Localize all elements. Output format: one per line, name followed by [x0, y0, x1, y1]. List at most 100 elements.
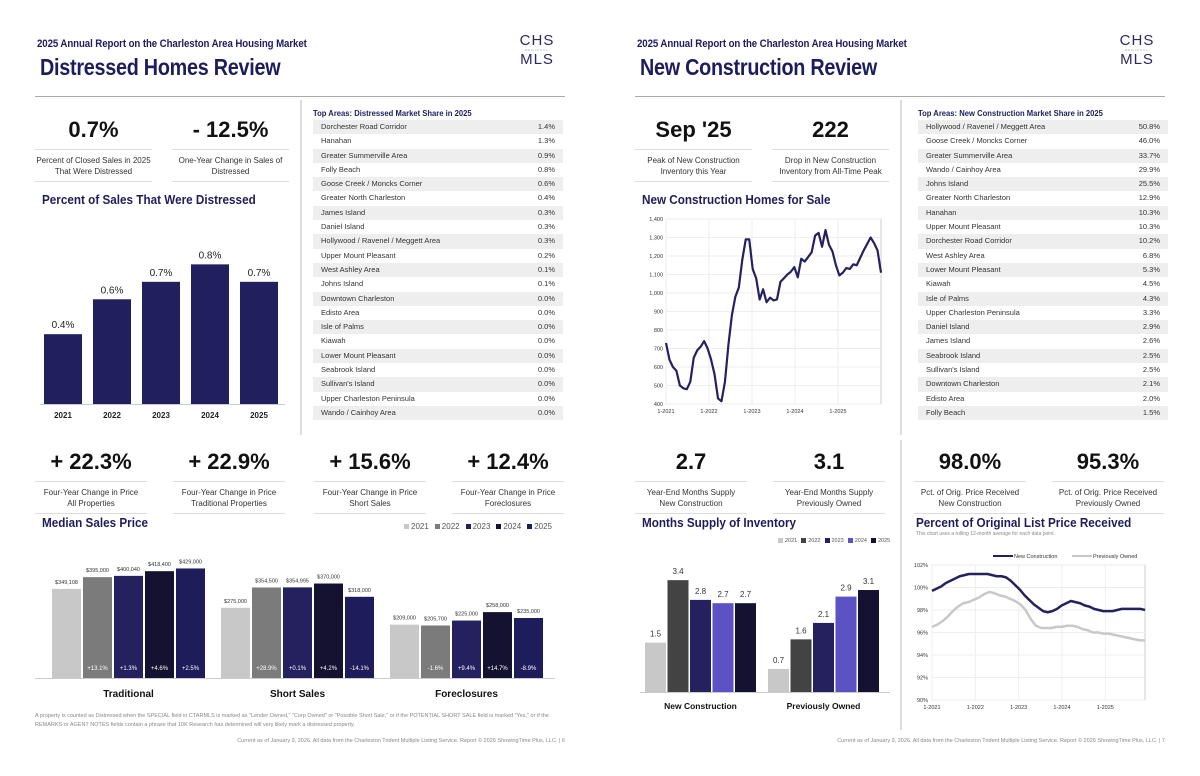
logo-mid: REGIONAL: [1125, 48, 1149, 52]
x-tick-label: 2021: [54, 411, 72, 420]
bar-short-sales-2025: [345, 596, 374, 678]
area-name: West Ashley Area: [926, 250, 985, 260]
area-share: 2.0%: [1142, 393, 1160, 403]
area-share: 2.1%: [1142, 379, 1160, 389]
x-tick-label: 1-2024: [786, 409, 803, 415]
table-row: Johns Island 25.5%: [918, 177, 1168, 192]
area-share: 1.3%: [537, 136, 555, 146]
bar-traditional-2022: [83, 577, 112, 678]
table-body: Hollywood / Ravenel / Meggett Area 50.8% G…: [918, 120, 1168, 421]
distressed-definition-note: A property is counted as Distressed when…: [35, 713, 549, 728]
stat-value: 98.0%: [914, 442, 1026, 482]
table-row: Edisto Area 0.0%: [313, 306, 563, 320]
area-name: Dorchester Road Corridor: [321, 122, 407, 131]
bar-value-label: $318,000: [348, 588, 371, 594]
bar-value-label: $258,000: [486, 603, 509, 609]
y-tick-label: 1,200: [649, 254, 663, 260]
bar-value-label: 2.7: [717, 590, 729, 599]
bar-value-label: 0.7%: [150, 268, 173, 279]
stat-label: Year-End Months Supply New Construction: [635, 482, 747, 514]
bar-foreclosures-2024: [483, 612, 512, 678]
bar-value-label: 2.1: [818, 610, 830, 619]
area-share: 29.9%: [1138, 164, 1160, 174]
stat-label: One-Year Change in Sales of Distressed: [172, 150, 289, 182]
area-name: Downtown Charleston: [926, 379, 1000, 389]
area-name: West Ashley Area: [321, 264, 380, 274]
legend-swatch: [801, 538, 807, 544]
bar-previously-owned-2022: [790, 639, 812, 692]
stat-label: Four-Year Change in Price Traditional Pro…: [173, 482, 285, 514]
bar-short-sales-2022: [252, 587, 281, 678]
y-tick-label: 1,000: [649, 291, 663, 297]
stat-label: Year-End Months Supply Previously Owned: [773, 482, 885, 514]
inventory-line-chart: 400 500 600 700 800 900 1,000 1,100 1,200 1,300 1,…: [649, 217, 883, 415]
table-row: Greater Summerville Area 33.7%: [918, 148, 1168, 163]
x-tick-label: 1-2025: [1097, 705, 1114, 711]
table-row: West Ashley Area 0.1%: [313, 262, 563, 278]
legend-swatch: [465, 524, 471, 530]
x-tick-label: 2024: [201, 411, 219, 420]
stat-label-line2: Foreclosures: [484, 498, 532, 508]
legend-label: 2023: [472, 522, 491, 531]
area-name: Daniel Island: [926, 322, 970, 332]
category-label: New Construction: [664, 701, 737, 711]
area-name: James Island: [321, 207, 366, 217]
area-name: Wando / Cainhoy Area: [926, 164, 1001, 174]
y-tick-label: 700: [654, 347, 663, 353]
bar-change-label: +4.6%: [151, 666, 169, 672]
bar-traditional-2023: [114, 575, 143, 678]
header-divider: [635, 96, 1165, 97]
y-tick-label: 98%: [917, 608, 928, 614]
stat-label-line2: New Construction: [659, 498, 723, 508]
legend-swatch: [847, 538, 853, 544]
bar-change-label: -14.1%: [350, 666, 370, 672]
stat-label-line2: Traditional Properties: [191, 498, 267, 508]
area-name: Hollywood / Ravenel / Meggett Area: [321, 236, 441, 246]
bar-foreclosures-2025: [514, 618, 543, 678]
area-name: Wando / Cainhoy Area: [321, 407, 396, 417]
area-name: Upper Mount Pleasant: [321, 250, 396, 260]
area-name: Sullivan's Island: [926, 365, 980, 375]
area-share: 0.0%: [537, 307, 555, 317]
bar-change-label: +0.1%: [289, 666, 307, 672]
stat-label: Drop in New Construction Inventory from …: [772, 150, 889, 182]
table-row: Upper Charleston Peninsula 3.3%: [918, 306, 1168, 320]
y-tick-label: 800: [654, 328, 663, 334]
stat-supply-new: 2.7 Year-End Months Supply New Constructi…: [635, 442, 747, 514]
y-tick-label: 500: [654, 384, 663, 390]
area-share: 46.0%: [1138, 136, 1160, 146]
bar-change-label: +14.7%: [487, 666, 508, 672]
area-share: 4.5%: [1142, 279, 1160, 289]
bar-value-label: $235,000: [517, 609, 540, 615]
area-share: 1.4%: [537, 122, 555, 131]
stat-pct-received-new: 98.0% Pct. of Orig. Price Received New Co…: [914, 442, 1026, 514]
series-line-previously-owned: [931, 590, 1145, 642]
table-row: Isle of Palms 4.3%: [918, 291, 1168, 306]
stat-value: 3.1: [773, 442, 885, 482]
table-row: James Island 2.6%: [918, 334, 1168, 348]
table-row: Seabrook Island 2.5%: [918, 348, 1168, 364]
area-share: 5.3%: [1142, 264, 1160, 274]
bar-change-label: +9.4%: [458, 666, 476, 672]
area-share: 0.3%: [537, 222, 555, 232]
area-share: 0.2%: [537, 250, 555, 260]
supply-bar-chart: 1.5 3.4 2.8 2.7 2.7 New Construction 0.7 1.6 2.1…: [640, 567, 890, 711]
area-name: Upper Mount Pleasant: [926, 222, 1001, 232]
x-tick-label: 1-2024: [1053, 705, 1070, 711]
bar-new-construction-2024: [712, 603, 734, 692]
table-row: Kiawah 4.5%: [918, 277, 1168, 291]
column-divider: [900, 100, 902, 435]
table-row: Greater Summerville Area 0.9%: [313, 148, 563, 163]
area-share: 0.0%: [537, 407, 555, 417]
median-price-chart: $349,108 $395,000 +13.1% $400,040 +1.3% $418,…: [35, 559, 555, 700]
stat-label: Pct. of Orig. Price Received New Construc…: [914, 482, 1026, 514]
legend-swatch: [434, 524, 440, 530]
table-row: Sullivan's Island 2.5%: [918, 363, 1168, 377]
top-areas-new-construction-table: Top Areas: New Construction Market Share…: [918, 106, 1168, 421]
legend-item: 2024: [847, 538, 867, 544]
bar-traditional-2024: [145, 571, 174, 678]
bar-short-sales-2021: [221, 607, 250, 678]
legend-label: New Construction: [1014, 554, 1057, 560]
distressed-homes-page: 2025 Annual Report on the Charleston Are…: [35, 33, 565, 744]
bar-new-construction-2023: [690, 599, 711, 692]
